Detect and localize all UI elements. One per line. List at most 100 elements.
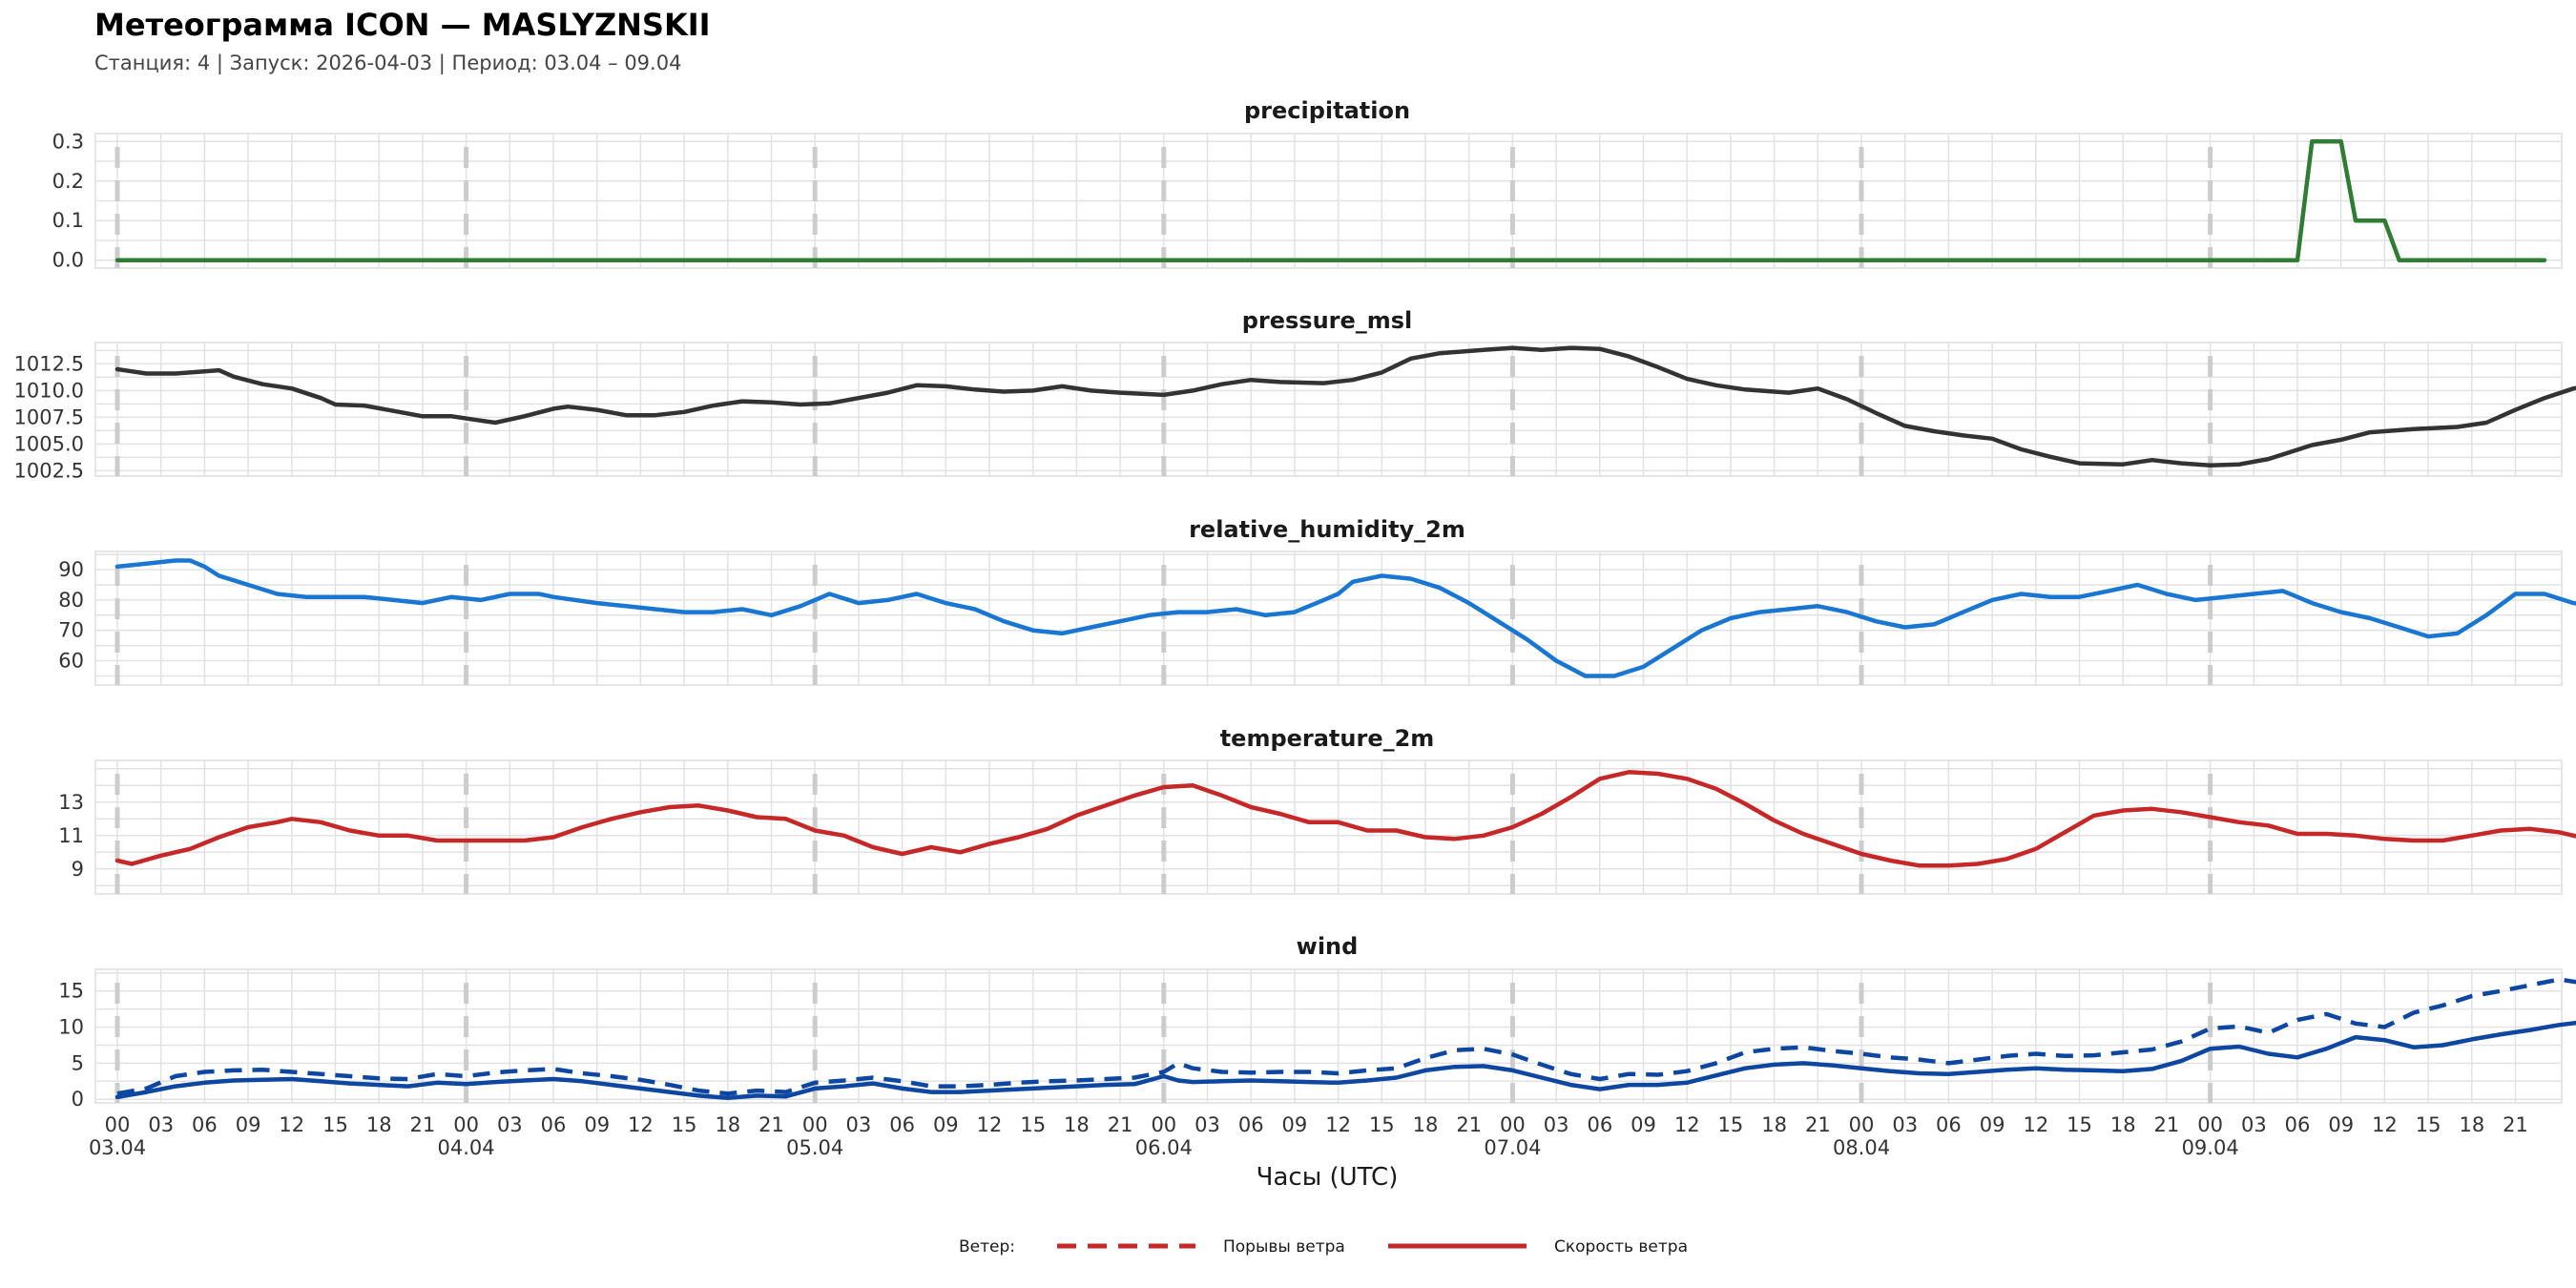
x-tick-label: 00 — [105, 1113, 131, 1136]
panel-title: relative_humidity_2m — [1189, 516, 1465, 543]
x-tick-label: 18 — [1761, 1113, 1787, 1136]
x-tick-label: 12 — [279, 1113, 304, 1136]
x-tick-label: 15 — [322, 1113, 348, 1136]
y-tick-label: 0.0 — [52, 249, 84, 272]
x-tick-label: 03 — [1892, 1113, 1918, 1136]
x-tick-label: 03 — [846, 1113, 872, 1136]
y-tick-label: 15 — [58, 980, 84, 1003]
panel-title: precipitation — [1244, 97, 1410, 124]
y-tick-label: 1005.0 — [14, 432, 84, 455]
x-tick-label: 18 — [366, 1113, 392, 1136]
y-tick-label: 0.3 — [52, 130, 84, 153]
x-tick-label: 12 — [2023, 1113, 2048, 1136]
panel-temperature_2m: temperature_2m 9 11 13 — [58, 725, 2576, 895]
x-tick-label: 18 — [2459, 1113, 2484, 1136]
y-tick-label: 0.1 — [52, 209, 84, 232]
panel-frame — [94, 551, 2563, 686]
x-tick-label: 18 — [1413, 1113, 1439, 1136]
horizontal-grid — [95, 349, 2562, 472]
x-tick-label: 21 — [1456, 1113, 1482, 1136]
panel-wind: wind 0 5 10 15 — [58, 933, 2576, 1111]
series-line — [114, 1020, 2576, 1100]
x-tick-label: 15 — [1369, 1113, 1395, 1136]
x-tick-label: 12 — [977, 1113, 1003, 1136]
x-tick-label: 03 — [1195, 1113, 1220, 1136]
x-tick-label: 12 — [1674, 1113, 1700, 1136]
x-tick-label: 06 — [2285, 1113, 2311, 1136]
x-tick-label: 09 — [1631, 1113, 1656, 1136]
x-tick-label: 00 — [1500, 1113, 1526, 1136]
y-tick-label: 1010.0 — [14, 379, 84, 402]
y-tick-label: 0.2 — [52, 170, 84, 193]
y-tick-label: 0 — [72, 1088, 84, 1111]
x-axis-label: Часы (UTC) — [1257, 1163, 1399, 1192]
x-tick-label: 18 — [2110, 1113, 2136, 1136]
x-tick-label: 12 — [2372, 1113, 2398, 1136]
panel-title: pressure_msl — [1242, 307, 1413, 334]
x-tick-label: 18 — [715, 1113, 740, 1136]
x-tick-label: 06 — [541, 1113, 567, 1136]
x-tick-label: 21 — [410, 1113, 436, 1136]
x-axis: 00 03 06 09 12 15 18 21 00 03 06 09 12 15 18 21 00 03 06 09… — [89, 1113, 2528, 1159]
panel-pressure_msl: pressure_msl 1002.5 1005.0 1007.5 1010.0 1012… — [14, 307, 2576, 482]
y-tick-label: 13 — [58, 791, 84, 814]
x-tick-label: 21 — [2154, 1113, 2180, 1136]
x-tick-label: 00 — [453, 1113, 479, 1136]
y-tick-label: 1002.5 — [14, 459, 84, 482]
x-tick-label: 00 — [1151, 1113, 1176, 1136]
horizontal-grid — [95, 768, 2562, 887]
x-tick-label: 12 — [1325, 1113, 1351, 1136]
y-tick-label: 60 — [58, 650, 84, 673]
legend-item-label: Порывы ветра — [1223, 1237, 1345, 1257]
x-tick-date: 07.04 — [1484, 1136, 1541, 1159]
x-tick-label: 21 — [2503, 1113, 2528, 1136]
y-tick-label: 90 — [58, 558, 84, 581]
y-tick-label: 10 — [58, 1016, 84, 1039]
legend: Ветер: Порывы ветра Скорость ветра — [959, 1237, 1688, 1257]
x-tick-label: 03 — [1544, 1113, 1569, 1136]
series-line — [114, 770, 2576, 868]
x-tick-label: 09 — [584, 1113, 610, 1136]
panel-title: temperature_2m — [1220, 725, 1435, 752]
x-tick-label: 03 — [497, 1113, 523, 1136]
x-tick-date: 06.04 — [1135, 1136, 1193, 1159]
x-tick-label: 06 — [1936, 1113, 1962, 1136]
x-tick-label: 09 — [933, 1113, 959, 1136]
y-tick-label: 5 — [72, 1051, 84, 1074]
page-subtitle: Станция: 4 | Запуск: 2026-04-03 | Период… — [94, 52, 681, 75]
x-tick-date: 03.04 — [89, 1136, 146, 1159]
x-tick-label: 21 — [1108, 1113, 1133, 1136]
legend-title: Ветер: — [959, 1237, 1015, 1257]
x-tick-label: 06 — [1587, 1113, 1612, 1136]
y-tick-label: 80 — [58, 589, 84, 612]
x-tick-label: 15 — [2416, 1113, 2441, 1136]
x-tick-label: 06 — [1238, 1113, 1264, 1136]
panel-relative_humidity_2m: relative_humidity_2m 60 70 80 90 — [58, 516, 2576, 686]
x-tick-label: 09 — [1282, 1113, 1308, 1136]
series-line-dashed — [116, 977, 2576, 1096]
x-tick-label: 06 — [192, 1113, 218, 1136]
y-tick-label: 9 — [72, 858, 84, 881]
x-tick-date: 04.04 — [438, 1136, 495, 1159]
legend-item-label: Скорость ветра — [1554, 1237, 1688, 1257]
panel-title: wind — [1297, 933, 1359, 960]
x-tick-label: 15 — [2067, 1113, 2092, 1136]
x-tick-label: 03 — [148, 1113, 174, 1136]
x-tick-label: 00 — [802, 1113, 828, 1136]
x-tick-label: 09 — [2328, 1113, 2354, 1136]
chart-panels: precipitation0.00.10.20.3pressure_msl100… — [14, 97, 2576, 1111]
x-tick-label: 09 — [1980, 1113, 2005, 1136]
y-tick-label: 70 — [58, 619, 84, 642]
series-line — [114, 558, 2576, 678]
panel-frame — [94, 342, 2563, 477]
x-tick-label: 12 — [628, 1113, 654, 1136]
x-tick-label: 03 — [2241, 1113, 2267, 1136]
x-tick-label: 15 — [1020, 1113, 1046, 1136]
panel-precipitation: precipitation 0.0 0.1 0.2 0.3 — [52, 97, 2563, 272]
series-line — [114, 345, 2576, 468]
x-tick-label: 15 — [672, 1113, 697, 1136]
x-tick-label: 21 — [1805, 1113, 1831, 1136]
x-tick-label: 15 — [1718, 1113, 1744, 1136]
panel-frame — [94, 759, 2563, 895]
